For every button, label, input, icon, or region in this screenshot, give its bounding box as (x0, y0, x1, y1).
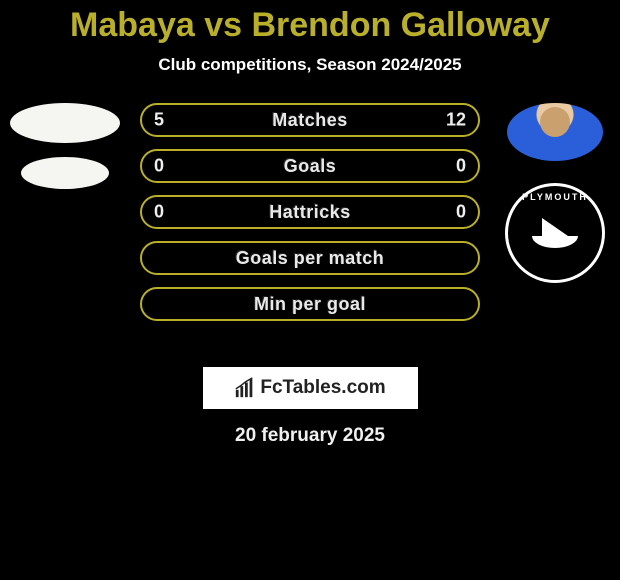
right-club-badge: PLYMOUTH (505, 183, 605, 283)
date-text: 20 february 2025 (0, 425, 620, 447)
avatar-head-shape (540, 107, 570, 137)
stat-right-value: 0 (456, 202, 466, 223)
stat-left-value: 5 (154, 110, 164, 131)
left-club-badge (21, 157, 109, 189)
stat-rows: 5 Matches 12 0 Goals 0 0 Hattricks 0 Goa… (140, 103, 480, 333)
bar-chart-icon (234, 377, 256, 399)
stat-row-hattricks: 0 Hattricks 0 (140, 195, 480, 229)
club-badge-text: PLYMOUTH (522, 192, 588, 202)
left-player-avatar (10, 103, 120, 143)
stat-label: Goals (284, 156, 337, 177)
stat-right-value: 12 (446, 110, 466, 131)
stat-left-value: 0 (154, 202, 164, 223)
left-player-column (0, 103, 130, 189)
sail-shape (542, 218, 568, 236)
stat-row-goals: 0 Goals 0 (140, 149, 480, 183)
branding-text: FcTables.com (260, 377, 385, 399)
stat-label: Hattricks (269, 202, 351, 223)
comparison-infographic: Mabaya vs Brendon Galloway Club competit… (0, 0, 620, 580)
stat-label: Min per goal (254, 294, 366, 315)
stat-label: Goals per match (236, 248, 385, 269)
stat-row-matches: 5 Matches 12 (140, 103, 480, 137)
right-player-avatar (507, 103, 603, 161)
right-player-column: PLYMOUTH (490, 103, 620, 283)
hull-shape (532, 236, 578, 248)
comparison-body: PLYMOUTH 5 Matches 12 0 Goals 0 0 Hattri… (0, 103, 620, 363)
stat-row-min-per-goal: Min per goal (140, 287, 480, 321)
stat-label: Matches (272, 110, 348, 131)
stat-left-value: 0 (154, 156, 164, 177)
subtitle: Club competitions, Season 2024/2025 (0, 55, 620, 75)
stat-right-value: 0 (456, 156, 466, 177)
stat-row-goals-per-match: Goals per match (140, 241, 480, 275)
club-badge-boat-icon (532, 218, 578, 248)
branding-box: FcTables.com (203, 367, 418, 409)
page-title: Mabaya vs Brendon Galloway (0, 0, 620, 45)
